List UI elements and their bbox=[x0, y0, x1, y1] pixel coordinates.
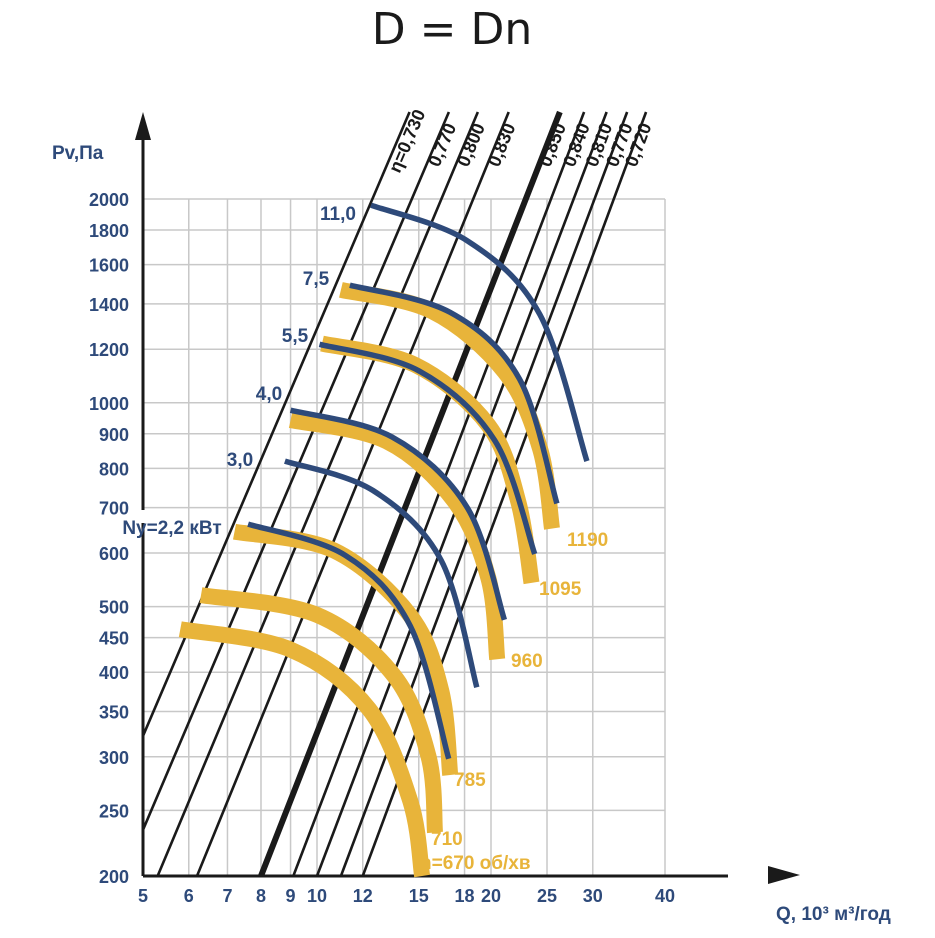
x-tick-label: 6 bbox=[184, 886, 194, 906]
y-tick-label: 1400 bbox=[89, 295, 129, 315]
speed-curve bbox=[320, 335, 540, 585]
x-tick-label: 15 bbox=[409, 886, 429, 906]
efficiency-line bbox=[195, 111, 510, 876]
y-tick-label: 450 bbox=[99, 629, 129, 649]
y-tick-label: 700 bbox=[99, 499, 129, 519]
efficiency-line bbox=[143, 111, 451, 831]
speed-curve bbox=[178, 621, 431, 878]
efficiency-line bbox=[315, 111, 608, 876]
power-curve bbox=[247, 521, 452, 760]
y-tick-label: 300 bbox=[99, 748, 129, 768]
efficiency-line bbox=[156, 111, 480, 876]
x-tick-label: 30 bbox=[583, 886, 603, 906]
speed-curves bbox=[178, 282, 560, 878]
speed-curve-label: 960 bbox=[511, 651, 543, 672]
power-curve-label: 3,0 bbox=[227, 450, 253, 471]
efficiency-label: η=0,730 bbox=[385, 107, 430, 176]
y-tick-label: 1800 bbox=[89, 221, 129, 241]
power-curve bbox=[318, 341, 538, 555]
y-tick-label: 900 bbox=[99, 425, 129, 445]
x-tick-label: 8 bbox=[256, 886, 266, 906]
power-curve-label: 7,5 bbox=[303, 269, 330, 290]
chart-title: D = Dn bbox=[372, 4, 533, 55]
efficiency-label: 0,830 bbox=[484, 120, 520, 169]
power-curve bbox=[284, 458, 480, 689]
speed-curve bbox=[232, 523, 459, 776]
x-tick-label: 7 bbox=[222, 886, 232, 906]
power-curve bbox=[349, 282, 560, 505]
axes: 5 6 7 8 9 10 12 15 18 20 25 30 40 200 250 300 350 400 450 5… bbox=[89, 112, 800, 906]
y-tick-label: 800 bbox=[99, 459, 129, 479]
x-tick-label: 20 bbox=[481, 886, 501, 906]
y-tick-label: 600 bbox=[99, 544, 129, 564]
x-tick-label: 25 bbox=[537, 886, 557, 906]
x-tick-label: 9 bbox=[286, 886, 296, 906]
power-curve-label: 4,0 bbox=[256, 384, 282, 405]
x-tick-label: 12 bbox=[353, 886, 373, 906]
power-curve-label: 11,0 bbox=[320, 204, 356, 225]
power-curve-label: Ny=2,2 кВт bbox=[122, 518, 221, 539]
x-tick-label: 40 bbox=[655, 886, 675, 906]
speed-curve-label: 1095 bbox=[539, 579, 582, 600]
power-curve bbox=[289, 407, 508, 621]
power-curve-label: 5,5 bbox=[282, 326, 309, 347]
y-tick-label: 400 bbox=[99, 663, 129, 683]
y-tick-label: 200 bbox=[99, 867, 129, 887]
y-tick-label: 1600 bbox=[89, 256, 129, 276]
speed-curve bbox=[288, 412, 506, 661]
speed-curve bbox=[339, 282, 560, 530]
y-axis-arrow bbox=[135, 112, 151, 140]
x-tick-label: 18 bbox=[455, 886, 475, 906]
x-tick-label: 10 bbox=[307, 886, 327, 906]
power-curves bbox=[247, 202, 590, 760]
efficiency-line bbox=[361, 111, 648, 876]
x-tick-label: 5 bbox=[138, 886, 148, 906]
y-tick-label: 350 bbox=[99, 702, 129, 722]
y-tick-label: 250 bbox=[99, 801, 129, 821]
y-tick-label: 1200 bbox=[89, 340, 129, 360]
efficiency-line bbox=[258, 110, 563, 876]
y-axis-break bbox=[139, 510, 147, 523]
speed-curve-label: 710 bbox=[431, 829, 463, 850]
power-curve bbox=[370, 202, 590, 462]
x-axis-title: Q, 10³ м³/год bbox=[776, 904, 891, 925]
speed-curve-label: 1190 bbox=[567, 530, 608, 551]
speed-curve-label: n=670 об/хв bbox=[420, 853, 531, 874]
speed-curve-label: 785 bbox=[454, 770, 486, 791]
x-axis-arrow bbox=[768, 866, 800, 884]
y-tick-label: 2000 bbox=[89, 190, 129, 210]
y-axis-title: Pv,Па bbox=[52, 143, 104, 164]
speed-curve bbox=[199, 587, 443, 834]
y-tick-label: 500 bbox=[99, 598, 129, 618]
efficiency-line bbox=[339, 111, 629, 876]
y-tick-label: 1000 bbox=[89, 394, 129, 414]
